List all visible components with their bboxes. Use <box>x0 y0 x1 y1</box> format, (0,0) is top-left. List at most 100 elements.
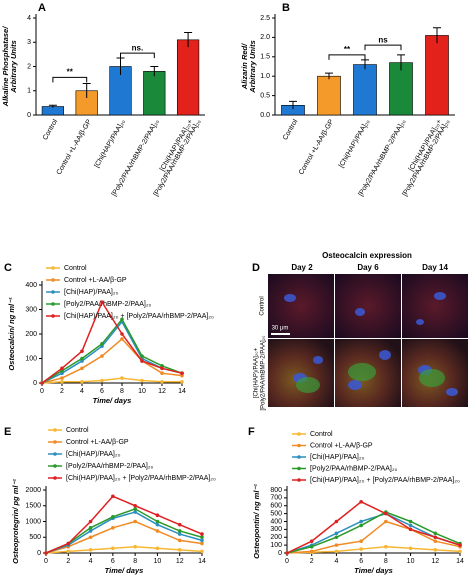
x-tick-label: 10 <box>154 558 162 565</box>
data-point <box>44 551 48 555</box>
data-point <box>133 519 137 524</box>
legend-label: Control <box>310 431 333 438</box>
y-axis-label: Osteoprotegrin/ pg ml⁻¹ <box>11 479 20 564</box>
x-tick-label: 6 <box>100 388 104 395</box>
bar <box>143 71 166 116</box>
data-point <box>433 539 438 543</box>
series-line <box>45 511 203 554</box>
data-point <box>309 549 314 554</box>
series-line <box>286 511 461 554</box>
x-tick-label: 4 <box>334 558 338 565</box>
row-label: Control <box>260 296 266 315</box>
data-point <box>88 519 93 524</box>
column-label: Day 14 <box>422 263 448 272</box>
data-point <box>60 376 64 380</box>
legend-marker <box>297 432 301 436</box>
data-point <box>359 519 363 524</box>
legend-label: Control +L-AA/β-GP <box>310 442 373 449</box>
legend-marker <box>297 443 301 448</box>
legend-label: [Chi(HAP)/PAA]₂₀ <box>66 451 121 458</box>
y-tick-label: 0.5 <box>260 92 270 99</box>
micrograph <box>402 274 468 338</box>
y-tick-label: 500 <box>270 510 282 517</box>
significance-label: ns <box>378 35 388 44</box>
x-axis-label: Time/ days <box>105 566 144 575</box>
data-point <box>80 366 84 371</box>
legend-label: [Poly2/PAA/rhBMP-2/PAA]₂₀ <box>64 301 152 308</box>
data-point <box>384 511 388 516</box>
data-point <box>200 549 204 554</box>
y-tick-label: 100 <box>270 542 282 549</box>
data-point <box>177 532 182 536</box>
data-point <box>180 379 184 384</box>
x-tick-label: 12 <box>158 388 166 395</box>
micrograph <box>268 274 334 338</box>
data-point <box>133 544 137 549</box>
x-tick-label: 10 <box>138 388 146 395</box>
y-tick-label: 2.0 <box>260 34 270 41</box>
significance-bracket <box>364 44 402 51</box>
legend-marker <box>51 278 55 282</box>
error-bar <box>325 72 333 80</box>
data-point <box>100 354 104 358</box>
legend-label: [Poly2/PAA/rhBMP-2/PAA]₂₀ <box>310 465 398 472</box>
significance-label: ** <box>67 68 74 77</box>
series-line <box>286 545 461 554</box>
y-tick-label: 600 <box>270 503 282 510</box>
significance-bracket <box>120 52 155 59</box>
bar <box>317 75 341 116</box>
bar <box>389 62 413 116</box>
legend-label: [Poly2/PAA/rhBMP-2/PAA]₂₀ <box>66 463 154 470</box>
y-tick-label: 0 <box>33 380 37 387</box>
legend-marker <box>53 428 57 432</box>
data-point <box>120 376 124 380</box>
panel-letter: C <box>4 262 12 274</box>
x-tick-label: 8 <box>384 558 388 565</box>
x-tick-label: 14 <box>178 388 186 395</box>
data-point <box>111 526 115 530</box>
data-point <box>408 523 413 528</box>
data-point <box>408 546 413 551</box>
series-line <box>41 300 183 384</box>
y-tick-label: 700 <box>270 495 282 502</box>
data-point <box>408 519 413 524</box>
data-point <box>458 543 462 547</box>
x-tick-label: 0 <box>40 388 44 395</box>
data-point <box>384 519 388 524</box>
y-tick-label: 0.0 <box>260 112 270 119</box>
data-point <box>408 527 413 532</box>
data-point <box>458 549 462 554</box>
x-tick-label: 12 <box>176 558 184 565</box>
x-tick-label: 0 <box>44 558 48 565</box>
x-tick-label: 4 <box>89 558 93 565</box>
data-point <box>359 523 363 528</box>
y-axis-label: Arbitrary Units <box>248 40 257 94</box>
series-line <box>45 495 203 554</box>
legend-label: Control +L-AA/β-GP <box>64 277 127 284</box>
data-point <box>334 549 339 554</box>
data-point <box>111 546 115 551</box>
x-tick-label: [Poly2/PAA/rhBMP-2/PAA]₂₀ <box>402 118 452 197</box>
data-point <box>334 543 339 547</box>
legend-marker <box>51 290 55 294</box>
y-tick-label: 1.0 <box>260 73 270 80</box>
y-tick-label: 2 <box>27 63 31 70</box>
legend-label: [Chi(HAP)/PAA]₂₀ + [Poly2/PAA/rhBMP-2/PA… <box>310 477 460 484</box>
data-point <box>66 541 71 546</box>
y-tick-label: 400 <box>270 518 282 525</box>
legend-label: [Chi(HAP)/PAA]₂₀ + [Poly2/PAA/rhBMP-2/PA… <box>64 313 214 320</box>
data-point <box>160 371 164 376</box>
data-point <box>80 379 84 384</box>
x-tick-label: Control +L-AA/β-GP <box>298 118 336 176</box>
panel-letter: B <box>282 2 290 14</box>
data-point <box>140 354 144 358</box>
data-point <box>140 378 144 383</box>
y-tick-label: 0 <box>27 112 31 119</box>
y-tick-label: 1000 <box>25 518 41 525</box>
data-point <box>177 529 182 533</box>
x-tick-label: 2 <box>60 388 64 395</box>
y-tick-label: 3 <box>27 39 31 46</box>
legend-marker <box>51 314 55 318</box>
x-tick-label: Control +L-AA/β-GP <box>56 118 94 176</box>
data-point <box>80 349 84 353</box>
